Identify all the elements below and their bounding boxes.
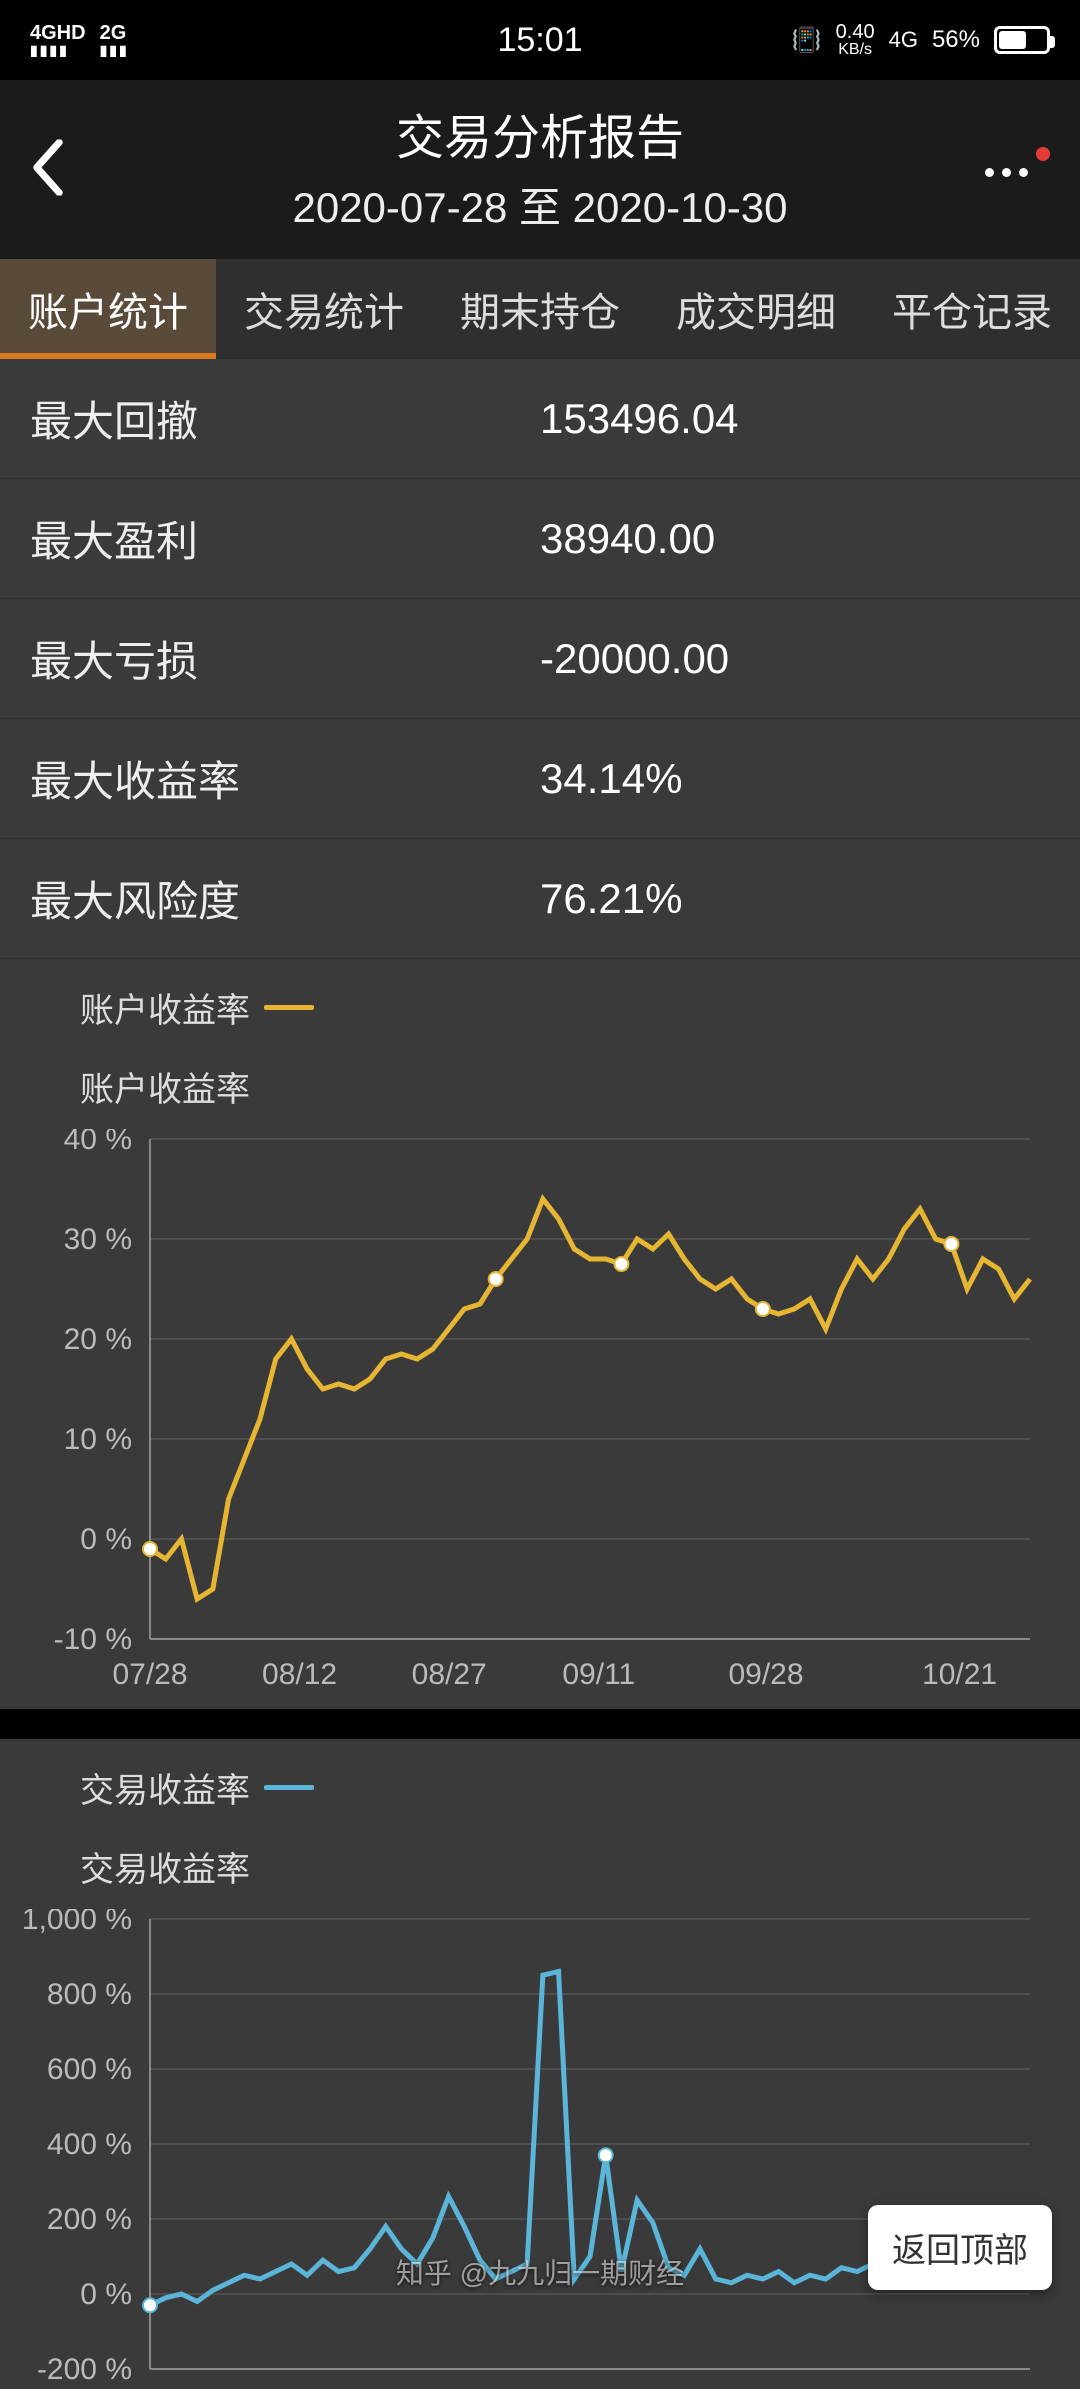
vibrate-icon: 📳 [792,26,822,55]
speed-unit: KB/s [836,42,875,58]
svg-text:30 %: 30 % [64,1223,132,1256]
stat-value: 153496.04 [540,395,739,443]
signal-2-label: 2G [100,23,129,43]
svg-text:400 %: 400 % [47,2128,132,2161]
tab-account-stats[interactable]: 账户统计 [0,259,216,359]
tab-close-records[interactable]: 平仓记录 [864,259,1080,359]
stats-table: 最大回撤 153496.04最大盈利 38940.00最大亏损 -20000.0… [0,359,1080,959]
svg-text:08/27: 08/27 [412,1658,487,1691]
stat-row: 最大回撤 153496.04 [0,359,1080,479]
page-title: 交易分析报告 [0,98,1080,168]
chart-account-return: 账户收益率 账户收益率 -10 % 0 % 10 % 20 % 30 % 40 % 07/2… [0,959,1080,1709]
status-right: 📳 0.40 KB/s 4G 56% [792,22,1050,58]
tab-trade-stats[interactable]: 交易统计 [216,259,432,359]
more-button[interactable] [985,163,1050,177]
signal-1: 4GHD ▮▮▮▮ [30,23,86,57]
page-subtitle: 2020-07-28 至 2020-10-30 [0,174,1080,235]
stat-value: 34.14% [540,755,682,803]
tab-positions[interactable]: 期末持仓 [432,259,648,359]
chart1-y-title: 账户收益率 [0,1062,1080,1111]
chart2-y-title: 交易收益率 [0,1842,1080,1891]
chart2-legend: 交易收益率 [0,1763,1080,1812]
stat-row: 最大盈利 38940.00 [0,479,1080,599]
status-time: 15:01 [497,21,582,60]
battery-pct: 56% [932,26,980,54]
stat-label: 最大回撤 [30,388,540,449]
chart1-legend: 账户收益率 [0,983,1080,1032]
status-left: 4GHD ▮▮▮▮ 2G ▮▮▮ [30,23,129,57]
stat-label: 最大盈利 [30,508,540,569]
tab-trade-detail[interactable]: 成交明细 [648,259,864,359]
svg-text:10/21: 10/21 [922,1658,997,1691]
svg-text:09/11: 09/11 [562,1658,635,1691]
speed-val: 0.40 [836,22,875,42]
stat-label: 最大亏损 [30,628,540,689]
chart1-legend-label: 账户收益率 [80,983,250,1032]
svg-text:1,000 %: 1,000 % [22,1909,132,1936]
signal-1-label: 4GHD [30,23,86,43]
svg-text:0 %: 0 % [80,2278,132,2311]
net-type: 4G [889,27,918,53]
svg-text:600 %: 600 % [47,2053,132,2086]
stat-value: 38940.00 [540,515,715,563]
chart1-plot: -10 % 0 % 10 % 20 % 30 % 40 % 07/28 08/12 08/27 0… [10,1129,1050,1709]
chart2-legend-label: 交易收益率 [80,1763,250,1812]
back-to-top-button[interactable]: 返回顶部 [868,2205,1052,2290]
tabs: 账户统计交易统计期末持仓成交明细平仓记录 [0,259,1080,359]
page-header: 交易分析报告 2020-07-28 至 2020-10-30 [0,80,1080,259]
svg-text:10 %: 10 % [64,1423,132,1456]
svg-text:800 %: 800 % [47,1978,132,2011]
stat-row: 最大亏损 -20000.00 [0,599,1080,719]
svg-text:40 %: 40 % [64,1129,132,1156]
svg-text:-10 %: -10 % [54,1623,132,1656]
notification-dot [1036,147,1050,161]
watermark: 知乎 @九九归一期财经 [396,2252,684,2292]
svg-text:0 %: 0 % [80,1523,132,1556]
net-speed: 0.40 KB/s [836,22,875,58]
svg-text:-200 %: -200 % [37,2353,132,2386]
chart2-legend-swatch [264,1785,314,1790]
svg-text:200 %: 200 % [47,2203,132,2236]
svg-text:07/28: 07/28 [112,1658,187,1691]
stat-label: 最大收益率 [30,748,540,809]
svg-text:20 %: 20 % [64,1323,132,1356]
stat-row: 最大收益率 34.14% [0,719,1080,839]
stat-value: 76.21% [540,875,682,923]
battery-icon [994,26,1050,54]
chart2-plot: -200 % 0 % 200 % 400 % 600 % 800 % 1,000 % [10,1909,1050,2389]
back-button[interactable] [30,139,66,200]
stat-value: -20000.00 [540,635,729,683]
status-bar: 4GHD ▮▮▮▮ 2G ▮▮▮ 15:01 📳 0.40 KB/s 4G 56… [0,0,1080,80]
svg-text:08/12: 08/12 [262,1658,337,1691]
stat-row: 最大风险度 76.21% [0,839,1080,959]
stat-label: 最大风险度 [30,868,540,929]
signal-2: 2G ▮▮▮ [100,23,129,57]
svg-text:09/28: 09/28 [728,1658,803,1691]
chart1-legend-swatch [264,1005,314,1010]
